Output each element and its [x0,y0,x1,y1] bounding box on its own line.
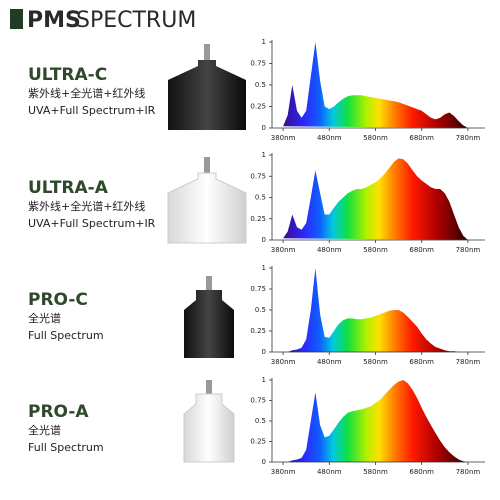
x-tick-label: 780nm [456,358,481,366]
y-tick-label: 0.5 [255,81,266,89]
product-desc: 紫外线+全光谱+红外线 [28,86,145,100]
y-tick-label: 0.25 [250,215,266,223]
lamp-base [206,276,212,290]
product-desc: Full Spectrum [28,441,104,454]
x-tick-label: 480nm [317,358,342,366]
x-tick-label: 580nm [363,134,388,142]
lamp-base [204,44,210,60]
lamp-body [183,393,235,463]
x-tick-label: 480nm [317,134,342,142]
brand: PMS [27,8,81,33]
x-tick-label: 580nm [363,468,388,476]
y-tick-label: 0 [262,124,266,132]
y-tick-label: 0.75 [250,60,266,68]
x-tick-label: 780nm [456,134,481,142]
lamp-pro-c [184,276,234,358]
y-tick-label: 1 [262,38,266,46]
lamp-ultra-c [168,44,246,130]
y-tick-label: 0 [262,458,266,466]
y-tick-label: 0.5 [255,194,266,202]
product-desc: 紫外线+全光谱+红外线 [28,199,145,213]
y-tick-label: 1 [262,376,266,384]
lamp-pro-a [183,380,235,463]
x-tick-label: 780nm [456,246,481,254]
x-tick-label: 680nm [409,468,434,476]
lamp-base [206,380,212,394]
y-tick-label: 0.25 [250,103,266,111]
x-tick-label: 480nm [317,468,342,476]
product-name: PRO-A [28,402,89,422]
lamp-body [167,172,247,244]
header-title: SPECTRUM [76,8,196,33]
product-name: ULTRA-A [28,178,109,198]
x-tick-label: 580nm [363,358,388,366]
lamp-base [204,157,210,173]
y-tick-label: 0.25 [250,438,266,446]
product-desc: UVA+Full Spectrum+IR [28,217,156,230]
y-tick-label: 0.75 [250,397,266,405]
y-tick-label: 0.5 [255,306,266,314]
product-name: ULTRA-C [28,65,107,85]
spectrum-area [283,268,468,352]
x-tick-label: 480nm [317,246,342,254]
lamp-body [184,290,234,358]
y-tick-label: 0.25 [250,327,266,335]
product-desc: 全光谱 [28,311,61,325]
x-tick-label: 380nm [271,358,296,366]
lamp-body [168,60,246,130]
spectrum-area [283,42,468,128]
x-tick-label: 580nm [363,246,388,254]
spectrum-area [283,158,468,240]
x-tick-label: 780nm [456,468,481,476]
y-tick-label: 1 [262,151,266,159]
x-tick-label: 680nm [409,246,434,254]
product-name: PRO-C [28,290,88,310]
y-tick-label: 0 [262,236,266,244]
charts: 0 0.25 0.5 0.75 1 380nm 480nm 580nm 680nm 780nm 0 0… [250,38,485,476]
x-tick-label: 380nm [271,246,296,254]
product-desc: Full Spectrum [28,329,104,342]
y-tick-label: 1 [262,264,266,272]
lamp-ultra-a [167,157,247,244]
x-tick-label: 680nm [409,358,434,366]
product-desc: UVA+Full Spectrum+IR [28,104,156,117]
x-tick-label: 680nm [409,134,434,142]
product-desc: 全光谱 [28,423,61,437]
logo-mark [10,9,23,29]
y-tick-label: 0 [262,348,266,356]
x-tick-label: 380nm [271,468,296,476]
y-tick-label: 0.75 [250,172,266,180]
y-tick-label: 0.75 [250,285,266,293]
x-tick-label: 380nm [271,134,296,142]
spectrum-area [283,380,468,462]
y-tick-label: 0.5 [255,417,266,425]
